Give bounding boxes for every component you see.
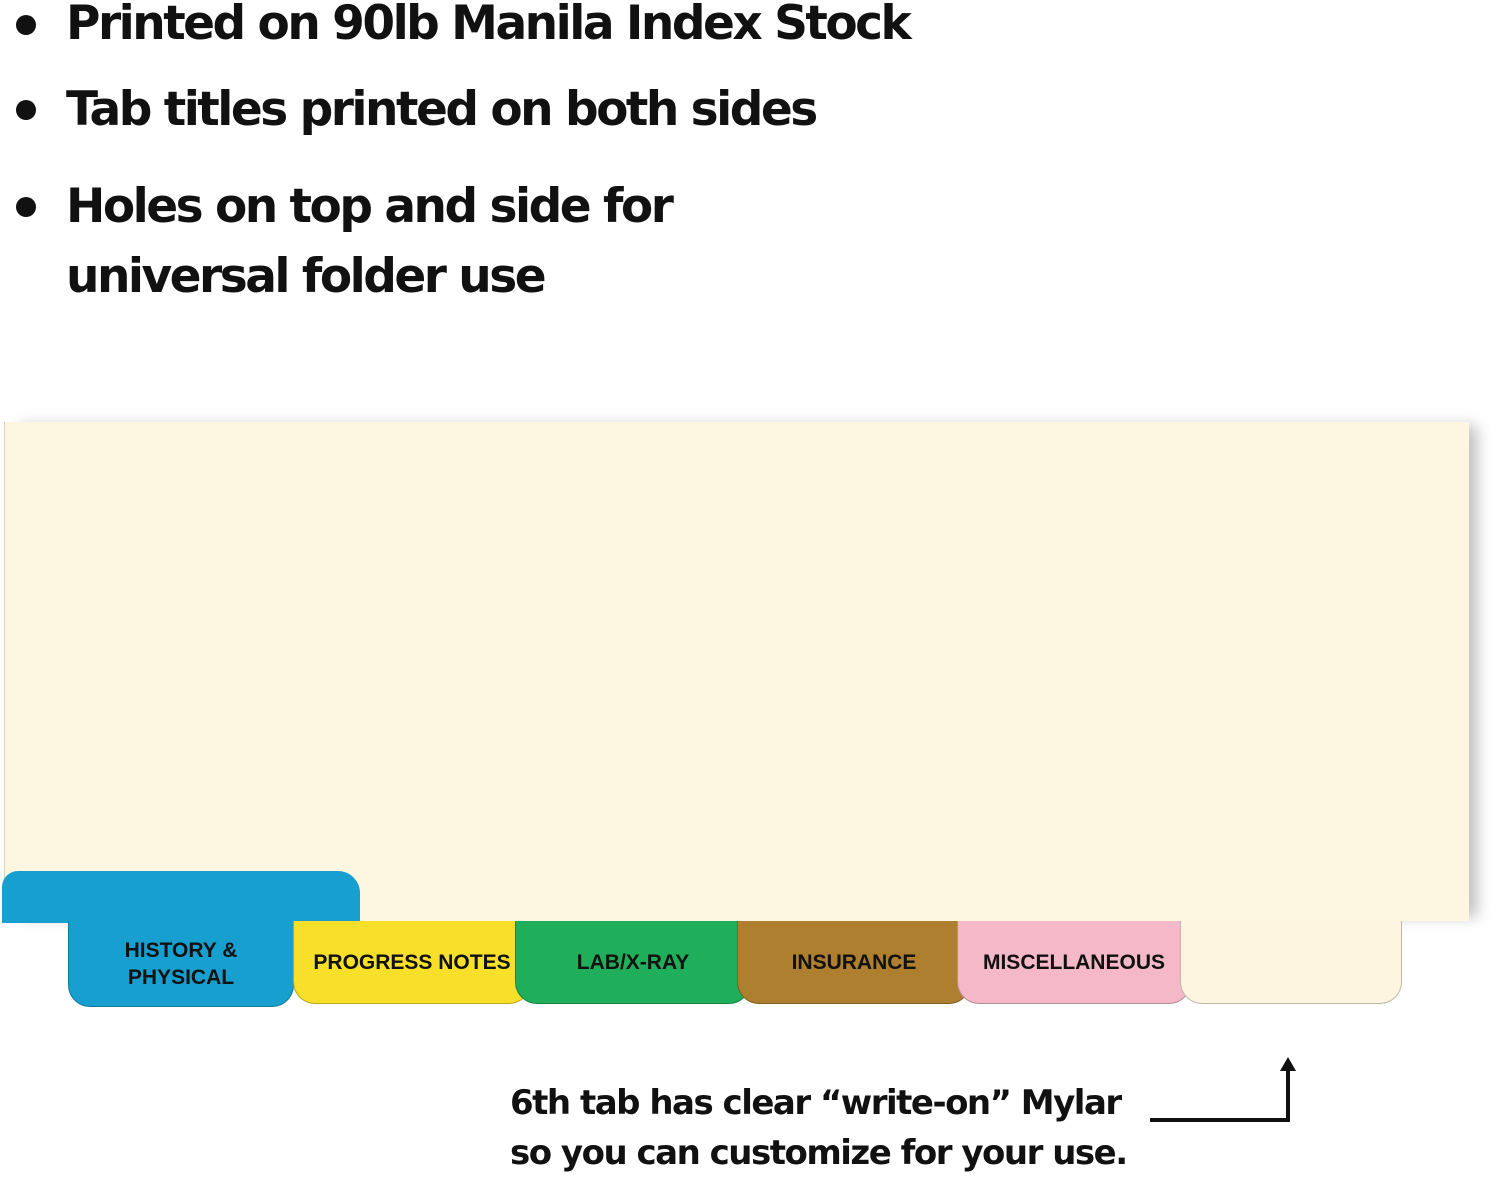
bullet-dot [16,100,36,120]
tab-lab-x-ray: LAB/X-RAY [515,921,751,1004]
bullet-text: Holes on top and side for [66,179,674,234]
divider-sheet [4,422,1469,921]
history-tab-top [2,871,360,923]
tab-insurance: INSURANCE [737,921,971,1004]
bullet-text: Tab titles printed on both sides [66,82,818,137]
tab-history-physical: HISTORY & PHYSICAL [68,921,294,1007]
bullet-dot [16,197,36,217]
tab-progress-notes: PROGRESS NOTES [293,921,531,1004]
tab-label-line1: HISTORY & [124,938,238,962]
caption-line1: 6th tab has clear “write-on” Mylar [510,1083,1122,1123]
arrow-icon [1150,1057,1296,1122]
tab-label-line2: PHYSICAL [127,965,235,989]
caption-line2: so you can customize for your use. [510,1133,1128,1173]
caption: 6th tab has clear “write-on” Mylar so yo… [510,1078,1128,1178]
tab-write-on-mylar [1180,921,1402,1004]
bullet-dot [16,15,36,35]
bullet-text: Printed on 90lb Manila Index Stock [66,0,912,51]
tab-miscellaneous: MISCELLANEOUS [957,921,1191,1004]
bullet-text: universal folder use [66,249,547,304]
